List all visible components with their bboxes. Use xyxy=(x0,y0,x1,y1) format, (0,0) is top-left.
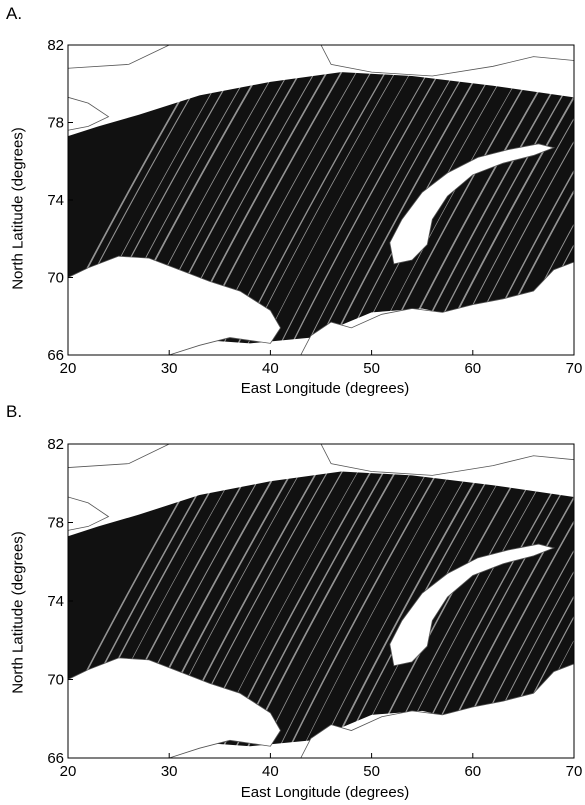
x-tick-label: 60 xyxy=(464,763,481,780)
panel-b: B. North Latitude (degrees) 20 30 40 50 60 70… xyxy=(0,398,585,805)
panel-label: B. xyxy=(6,402,23,421)
y-tick-label: 82 xyxy=(47,436,64,453)
x-tick-label: 70 xyxy=(566,360,583,377)
track-line xyxy=(68,45,221,324)
land-svalbard xyxy=(68,96,110,131)
panel-label: A. xyxy=(6,4,23,23)
map-a: 20 30 40 50 60 70 66 70 74 78 82 xyxy=(47,25,585,377)
y-tick-label: 74 xyxy=(47,192,64,209)
y-tick-label: 74 xyxy=(47,593,64,610)
track-line xyxy=(273,444,444,758)
land-novaya-zemlya xyxy=(389,543,556,667)
track-line xyxy=(68,45,213,308)
map-body xyxy=(68,424,585,778)
track-line xyxy=(577,25,585,375)
land-scandinavia xyxy=(68,657,281,758)
x-tick-label: 20 xyxy=(60,360,77,377)
y-tick-label: 70 xyxy=(47,270,64,287)
y-tick-label: 82 xyxy=(47,37,64,54)
land-scandinavia xyxy=(68,255,281,355)
land-franz-josef xyxy=(320,45,574,77)
x-tick-label: 30 xyxy=(161,763,178,780)
x-tick-label: 50 xyxy=(363,360,380,377)
map-b: 20 30 40 50 60 70 66 70 74 78 82 xyxy=(47,424,585,780)
land-russia xyxy=(300,663,574,758)
x-tick-label: 40 xyxy=(262,763,279,780)
x-tick-label: 30 xyxy=(161,360,178,377)
panel-a: A. North Latitude (degrees) 20 30 40 50 60 70… xyxy=(0,0,585,400)
y-tick-label: 70 xyxy=(47,672,64,689)
land-franz-josef xyxy=(320,444,574,476)
x-tick-label: 20 xyxy=(60,763,77,780)
x-tick-label: 50 xyxy=(363,763,380,780)
track-line xyxy=(68,444,227,738)
track-line xyxy=(274,45,445,355)
land-nordaustlandet xyxy=(68,45,170,69)
track-line xyxy=(297,444,468,758)
land-russia xyxy=(300,261,574,355)
x-tick-label: 40 xyxy=(262,360,279,377)
y-tick-label: 78 xyxy=(47,115,64,132)
x-tick-label: 70 xyxy=(566,763,583,780)
y-tick-label: 66 xyxy=(47,750,64,767)
x-axis-label: East Longitude (degrees) xyxy=(240,380,410,397)
track-line xyxy=(68,444,213,710)
track-line xyxy=(576,424,585,778)
y-tick-label: 78 xyxy=(47,515,64,532)
track-line xyxy=(285,45,456,355)
track-line xyxy=(283,444,455,758)
x-axis-label: East Longitude (degrees) xyxy=(240,784,410,801)
land-nordaustlandet xyxy=(68,444,170,468)
x-tick-label: 60 xyxy=(464,360,481,377)
land-novaya-zemlya xyxy=(389,143,556,265)
y-tick-label: 66 xyxy=(47,347,64,364)
map-body xyxy=(68,25,585,375)
land-svalbard xyxy=(68,496,110,531)
